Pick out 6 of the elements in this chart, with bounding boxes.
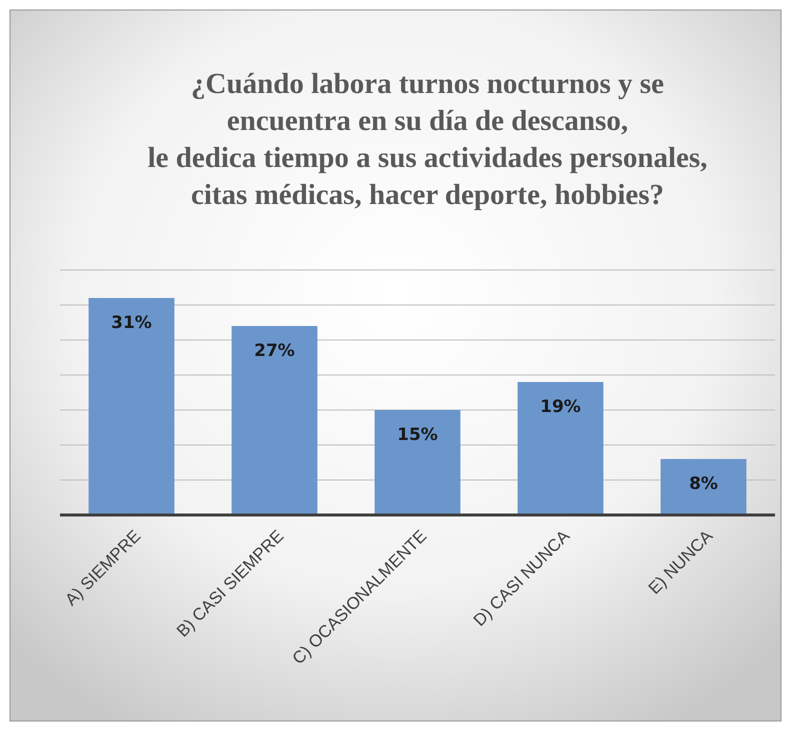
data-label: 27% bbox=[254, 341, 295, 361]
data-label: 15% bbox=[397, 425, 438, 445]
chart-title: ¿Cuándo labora turnos nocturnos y se encuentra en su día de descanso, le dedica tiempo a sus actividades personales, citas médicas, hacer deporte, hobbies? bbox=[148, 68, 708, 211]
data-label: 8% bbox=[689, 474, 718, 494]
data-label: 31% bbox=[111, 313, 152, 333]
data-label: 19% bbox=[540, 397, 581, 417]
